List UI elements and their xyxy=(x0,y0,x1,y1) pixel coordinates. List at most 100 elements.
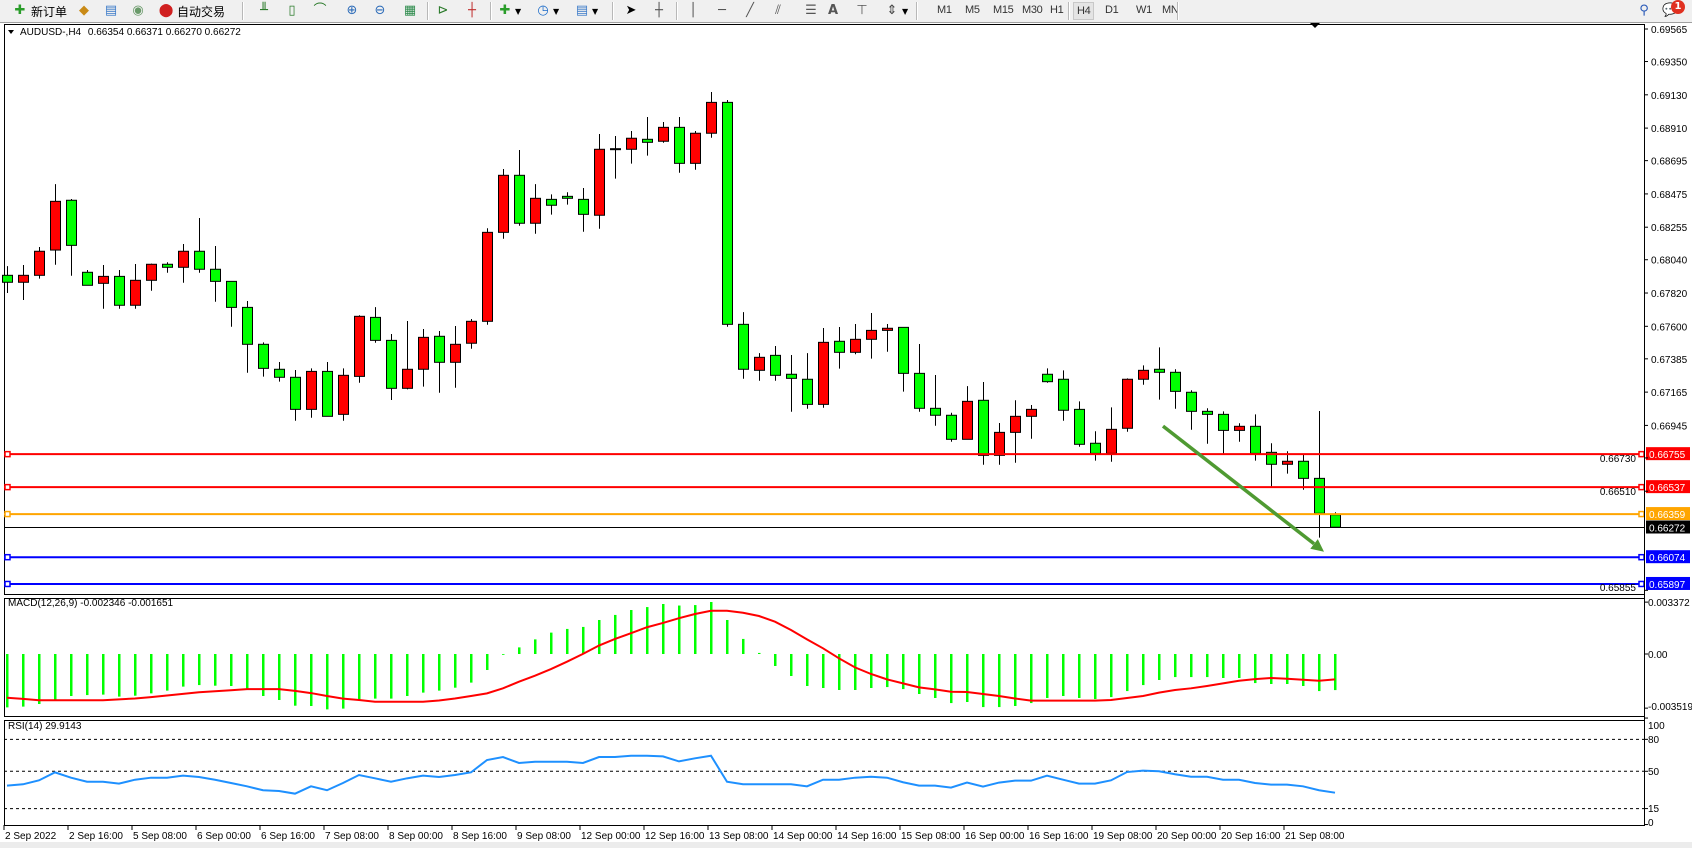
bearish-candle-body xyxy=(274,368,285,378)
chart-shift-button[interactable]: ┼ xyxy=(464,2,480,20)
timeframe-mn[interactable]: MN xyxy=(1162,4,1179,16)
macd-histogram-bar xyxy=(438,654,441,691)
crosshair-button[interactable]: ┼ xyxy=(651,2,667,20)
level-handle xyxy=(4,483,11,491)
macd-histogram-bar xyxy=(1062,654,1065,696)
history-button[interactable]: ◆ xyxy=(76,2,92,20)
new-order-button[interactable]: ✚ 新订单 xyxy=(12,2,67,20)
horizontal-line-button[interactable]: ─ xyxy=(714,2,730,20)
candle xyxy=(850,324,861,355)
collapse-triangle-icon[interactable] xyxy=(8,30,14,34)
level-handle xyxy=(1638,553,1645,561)
candle xyxy=(210,245,221,302)
trendline-button[interactable]: ╱ xyxy=(742,2,758,20)
bearish-candle-body xyxy=(386,339,397,389)
chart-shift-marker-icon[interactable] xyxy=(1310,23,1320,28)
candle xyxy=(178,243,189,283)
timeframe-h4[interactable]: H4 xyxy=(1073,2,1095,20)
zoom-in-button[interactable]: ⊕ xyxy=(344,2,360,20)
text-button[interactable]: A xyxy=(825,2,841,20)
level-handle xyxy=(1638,510,1645,518)
bullish-candle-body xyxy=(706,101,717,134)
line-chart-button[interactable]: ⌒ xyxy=(312,2,328,20)
macd-histogram-bar xyxy=(358,654,361,701)
level-handle xyxy=(4,553,11,561)
timeframe-m15[interactable]: M15 xyxy=(993,4,1014,16)
dropdown-arrow-icon: ▼ xyxy=(553,6,560,16)
bearish-candle-body xyxy=(194,250,205,270)
bullish-candle-body xyxy=(354,315,365,377)
bar-chart-button[interactable]: ╨ xyxy=(256,2,272,20)
line-chart-icon: ⌒ xyxy=(313,3,327,18)
candle xyxy=(274,362,285,382)
zoom-out-button[interactable]: ⊖ xyxy=(372,2,388,20)
bullish-candle-body xyxy=(1106,428,1117,454)
separator xyxy=(242,2,244,20)
arrows-button[interactable]: ⇕ ▼ xyxy=(884,2,909,20)
text-label-button[interactable]: ⊤ xyxy=(854,2,870,20)
level-price-label: 0.65897 xyxy=(1649,580,1686,591)
price-tick-label: 0.68475 xyxy=(1651,190,1688,201)
macd-histogram-bar xyxy=(486,654,489,670)
templates-button[interactable]: ▤ ▼ xyxy=(574,2,598,20)
macd-histogram-bar xyxy=(6,654,9,708)
timeframe-h1[interactable]: H1 xyxy=(1050,4,1064,16)
bearish-candle-body xyxy=(514,174,525,224)
candlestick-button[interactable]: ▯ xyxy=(284,2,300,20)
macd-tick-label: 0.00 xyxy=(1648,650,1668,661)
macd-histogram-bar xyxy=(534,639,537,654)
search-button[interactable]: ⚲ xyxy=(1636,2,1652,20)
price-tick-label: 0.66510 xyxy=(1600,487,1637,498)
timeframe-w1[interactable]: W1 xyxy=(1136,4,1152,16)
bearish-candle-body xyxy=(2,274,13,283)
macd-histogram-bar xyxy=(678,605,681,654)
vertical-line-button[interactable]: │ xyxy=(685,2,701,20)
auto-scroll-button[interactable]: ⊳ xyxy=(435,2,451,20)
price-tick-label: 0.69565 xyxy=(1651,25,1688,36)
level-price-badge xyxy=(1646,550,1690,564)
bullish-candle-body xyxy=(34,250,45,276)
price-tick-label: 0.68910 xyxy=(1651,124,1688,135)
timeframe-m5[interactable]: M5 xyxy=(965,4,980,16)
periods-button[interactable]: ◷ ▼ xyxy=(535,2,559,20)
fibonacci-button[interactable]: ☰ xyxy=(803,2,819,20)
macd-histogram-bar xyxy=(550,632,553,654)
separator xyxy=(612,2,614,20)
macd-histogram-bar xyxy=(694,605,697,654)
time-tick-label: 21 Sep 08:00 xyxy=(1285,831,1345,842)
signals-button[interactable]: ◉ xyxy=(130,2,146,20)
timeframe-m1[interactable]: M1 xyxy=(937,4,952,16)
indicators-button[interactable]: ✚ ▼ xyxy=(497,2,522,20)
macd-histogram-bar xyxy=(502,654,505,655)
candle xyxy=(1042,368,1053,383)
level-price-label: 0.66359 xyxy=(1649,510,1686,521)
bearish-candle-body xyxy=(578,198,589,215)
candle xyxy=(962,386,973,440)
tile-windows-button[interactable]: ▦ xyxy=(402,2,418,20)
macd-histogram-bar xyxy=(54,654,57,700)
macd-histogram-bar xyxy=(134,654,137,696)
notification-button[interactable]: 💬 1 xyxy=(1662,0,1685,20)
equidistant-channel-button[interactable]: ⫽ xyxy=(770,2,786,20)
timeframe-d1[interactable]: D1 xyxy=(1105,4,1119,16)
separator xyxy=(427,2,429,20)
candle xyxy=(818,327,829,408)
bearish-candle-body xyxy=(1170,371,1181,392)
bullish-candle-body xyxy=(1026,408,1037,417)
bearish-candle-body xyxy=(834,340,845,353)
macd-histogram-bar xyxy=(1142,654,1145,686)
price-tick-label: 0.68695 xyxy=(1651,157,1688,168)
bearish-candle-body xyxy=(722,101,733,325)
macd-histogram-bar xyxy=(1286,654,1289,684)
bullish-candle-body xyxy=(98,275,109,284)
cursor-button[interactable]: ➤ xyxy=(623,2,639,20)
auto-trade-button[interactable]: ⬤ 自动交易 xyxy=(158,2,225,20)
rsi-pane xyxy=(4,738,1644,810)
data-window-button[interactable]: ▤ xyxy=(103,2,119,20)
candle xyxy=(18,265,29,300)
macd-histogram-bar xyxy=(198,654,201,686)
bullish-candle-body xyxy=(306,370,317,410)
candle xyxy=(98,265,109,309)
timeframe-m30[interactable]: M30 xyxy=(1022,4,1043,16)
